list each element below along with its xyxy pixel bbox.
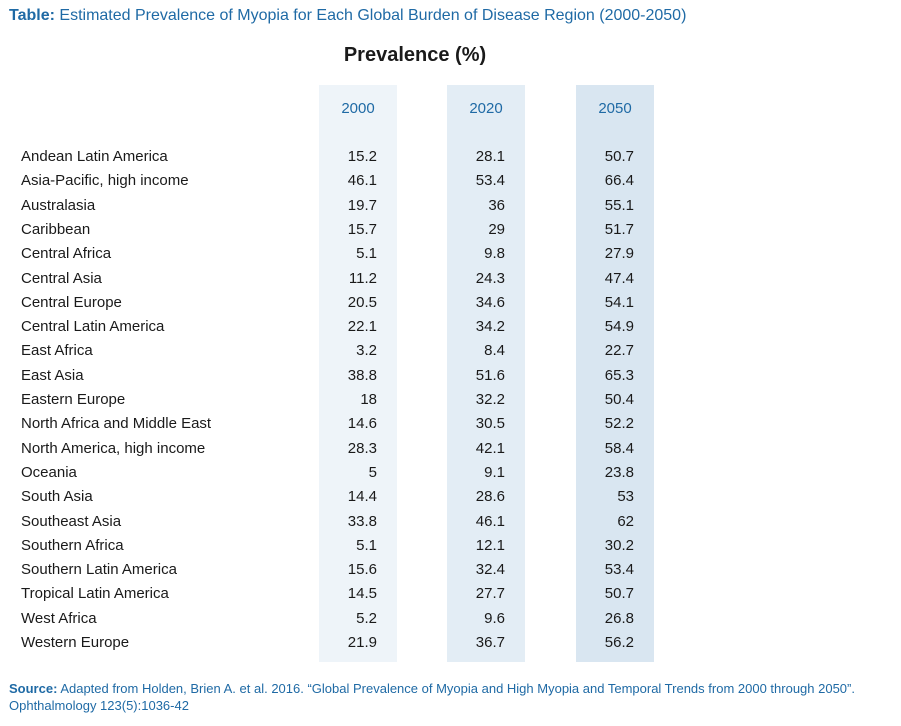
source-note: Source: Adapted from Holden, Brien A. et… xyxy=(9,680,894,714)
row-label: Central Europe xyxy=(21,294,122,311)
row-label: Southern Latin America xyxy=(21,561,177,578)
cell-value-2020: 12.1 xyxy=(475,537,505,554)
cell-value-2050: 65.3 xyxy=(604,367,634,384)
cell-value-2020: 32.2 xyxy=(475,391,505,408)
cell-value-2050: 23.8 xyxy=(604,464,634,481)
source-text: Adapted from Holden, Brien A. et al. 201… xyxy=(9,681,855,713)
cell-value-2050: 54.9 xyxy=(604,318,634,335)
row-label: Tropical Latin America xyxy=(21,585,169,602)
cell-value-2000: 14.4 xyxy=(347,488,377,505)
column-header-2020: 2020 xyxy=(469,100,503,117)
row-label: Australasia xyxy=(21,197,96,214)
column-background-2050 xyxy=(576,85,654,662)
cell-value-2050: 26.8 xyxy=(604,610,634,627)
row-label: Southern Africa xyxy=(21,537,124,554)
cell-value-2020: 9.8 xyxy=(484,245,505,262)
row-label: East Africa xyxy=(21,342,93,359)
cell-value-2020: 34.6 xyxy=(475,294,505,311)
cell-value-2000: 19.7 xyxy=(347,197,377,214)
cell-value-2050: 55.1 xyxy=(604,197,634,214)
prevalence-heading-text: Prevalence (%) xyxy=(343,44,487,66)
cell-value-2050: 66.4 xyxy=(604,172,634,189)
cell-value-2000: 3.2 xyxy=(356,342,377,359)
cell-value-2050: 30.2 xyxy=(604,537,634,554)
column-background-2020 xyxy=(447,85,525,662)
table-title-label: Table: xyxy=(9,7,55,24)
cell-value-2000: 14.5 xyxy=(347,585,377,602)
cell-value-2020: 32.4 xyxy=(475,561,505,578)
cell-value-2000: 5.2 xyxy=(356,610,377,627)
row-label: West Africa xyxy=(21,610,97,627)
cell-value-2020: 30.5 xyxy=(475,415,505,432)
cell-value-2050: 27.9 xyxy=(604,245,634,262)
cell-value-2020: 46.1 xyxy=(475,513,505,530)
cell-value-2020: 9.1 xyxy=(484,464,505,481)
row-label: Asia-Pacific, high income xyxy=(21,172,189,189)
row-label: North Africa and Middle East xyxy=(21,415,212,432)
cell-value-2020: 42.1 xyxy=(475,440,505,457)
cell-value-2020: 27.7 xyxy=(475,585,505,602)
cell-value-2050: 53.4 xyxy=(604,561,634,578)
cell-value-2050: 53 xyxy=(617,488,634,505)
cell-value-2000: 21.9 xyxy=(347,634,377,651)
cell-value-2000: 28.3 xyxy=(347,440,377,457)
cell-value-2020: 34.2 xyxy=(475,318,505,335)
cell-value-2000: 5.1 xyxy=(356,245,377,262)
table-title: Table: Estimated Prevalence of Myopia fo… xyxy=(9,7,686,25)
cell-value-2000: 38.8 xyxy=(347,367,377,384)
row-label: Oceania xyxy=(21,464,77,481)
cell-value-2000: 14.6 xyxy=(347,415,377,432)
cell-value-2020: 29 xyxy=(488,221,505,238)
cell-value-2050: 22.7 xyxy=(604,342,634,359)
row-label: Central Asia xyxy=(21,270,102,287)
row-label: Central Africa xyxy=(21,245,112,262)
row-label: Southeast Asia xyxy=(21,513,122,530)
cell-value-2000: 18 xyxy=(360,391,377,408)
cell-value-2050: 56.2 xyxy=(604,634,634,651)
cell-value-2050: 50.4 xyxy=(604,391,634,408)
column-background-2000 xyxy=(319,85,397,662)
cell-value-2050: 58.4 xyxy=(604,440,634,457)
cell-value-2050: 50.7 xyxy=(604,148,634,165)
cell-value-2050: 50.7 xyxy=(604,585,634,602)
row-label: East Asia xyxy=(21,367,84,384)
cell-value-2000: 15.2 xyxy=(347,148,377,165)
cell-value-2050: 54.1 xyxy=(604,294,634,311)
cell-value-2000: 5.1 xyxy=(356,537,377,554)
row-label: Western Europe xyxy=(21,634,130,651)
row-label: Central Latin America xyxy=(21,318,165,335)
cell-value-2000: 20.5 xyxy=(347,294,377,311)
column-header-2000: 2000 xyxy=(341,100,375,117)
row-label: North America, high income xyxy=(21,440,206,457)
cell-value-2020: 53.4 xyxy=(475,172,505,189)
cell-value-2050: 52.2 xyxy=(604,415,634,432)
cell-value-2020: 28.1 xyxy=(475,148,505,165)
source-label: Source: xyxy=(9,681,58,696)
cell-value-2000: 46.1 xyxy=(347,172,377,189)
cell-value-2000: 15.7 xyxy=(347,221,377,238)
cell-value-2000: 15.6 xyxy=(347,561,377,578)
column-header-2050: 2050 xyxy=(598,100,632,117)
cell-value-2050: 62 xyxy=(617,513,634,530)
cell-value-2000: 22.1 xyxy=(347,318,377,335)
cell-value-2020: 51.6 xyxy=(475,367,505,384)
cell-value-2000: 11.2 xyxy=(348,270,377,287)
row-label: Caribbean xyxy=(21,221,91,238)
cell-value-2000: 33.8 xyxy=(347,513,377,530)
cell-value-2020: 36.7 xyxy=(475,634,505,651)
cell-value-2050: 47.4 xyxy=(604,270,634,287)
cell-value-2050: 51.7 xyxy=(604,221,634,238)
row-label: Andean Latin America xyxy=(21,148,168,165)
cell-value-2020: 24.3 xyxy=(475,270,505,287)
cell-value-2020: 9.6 xyxy=(484,610,505,627)
cell-value-2020: 8.4 xyxy=(484,342,505,359)
cell-value-2020: 36 xyxy=(488,197,505,214)
row-label: South Asia xyxy=(21,488,93,505)
prevalence-heading: Prevalence (%) xyxy=(0,44,830,67)
table-title-text: Estimated Prevalence of Myopia for Each … xyxy=(59,7,687,24)
row-label: Eastern Europe xyxy=(21,391,126,408)
cell-value-2000: 5 xyxy=(368,464,377,481)
cell-value-2020: 28.6 xyxy=(475,488,505,505)
